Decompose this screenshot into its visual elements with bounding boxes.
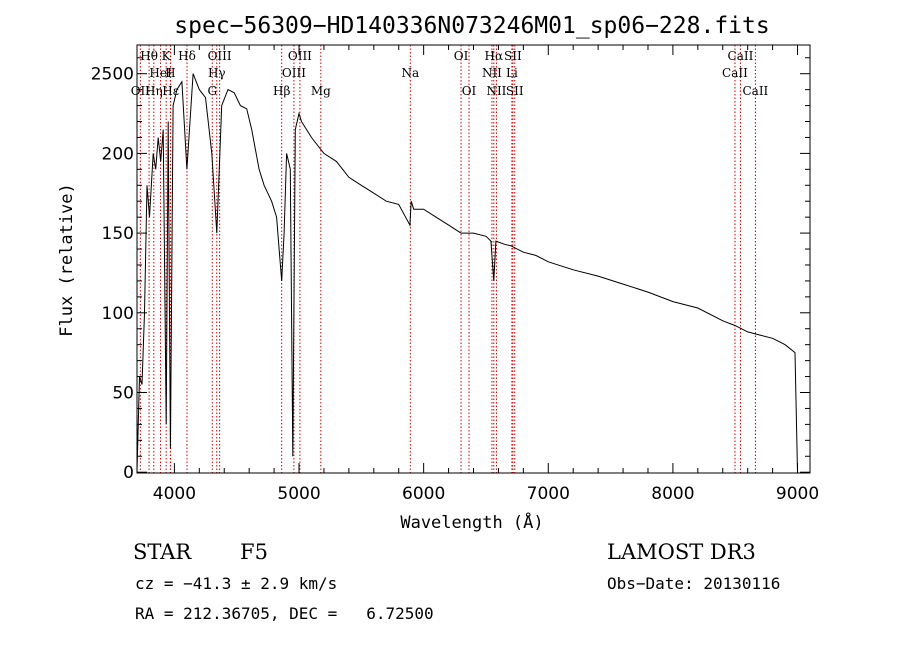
spectral-line-label: SII [504, 49, 522, 63]
x-tick-label: 5000 [277, 484, 320, 504]
survey-name: LAMOST DR3 [607, 540, 756, 564]
x-tick-label: 8000 [651, 484, 694, 504]
x-tick-label: 4000 [153, 484, 196, 504]
spectral-line-label: Hε [162, 84, 179, 98]
spectrum-line [136, 73, 798, 473]
spectral-line-label: Hβ [273, 84, 290, 98]
coordinates-readout: RA = 212.36705, DEC = 6.72500 [135, 604, 434, 623]
spectral-line-label: Hγ [208, 66, 226, 80]
spectral-line-label: CaII [742, 84, 768, 98]
spectral-line-label: HeI [149, 66, 172, 80]
y-axis-ticks: 0 50 100 150 200 2500 [91, 57, 810, 483]
x-tick-label: 9000 [776, 484, 819, 504]
x-axis-label: Wavelength (Å) [400, 511, 543, 533]
x-axis-ticks: 4000 5000 6000 7000 8000 9000 [153, 45, 819, 504]
spectral-line-label: H [165, 66, 175, 80]
y-tick-label: 100 [102, 304, 134, 324]
plot-frame [136, 44, 811, 474]
x-tick-label: 7000 [527, 484, 570, 504]
object-subclass: F5 [240, 540, 268, 564]
spectral-line-label: SII [506, 84, 524, 98]
spectral-line-label: Hα [485, 49, 504, 63]
y-tick-label: 200 [102, 144, 134, 164]
y-tick-label: 150 [102, 224, 134, 244]
spectral-line-label: OIII [282, 66, 306, 80]
spectral-line-label: Hη [145, 84, 163, 98]
x-tick-label: 6000 [402, 484, 445, 504]
spectral-line-label: G [207, 84, 217, 98]
spectral-line-label: Hθ [140, 49, 158, 63]
spectral-line-label: OII [131, 84, 151, 98]
spectral-line-label: Mg [311, 84, 331, 98]
chart-title: spec−56309−HD140336N073246M01_sp06−228.f… [174, 13, 769, 39]
y-axis-label: Flux (relative) [57, 183, 77, 337]
y-tick-label: 50 [112, 384, 134, 404]
spectral-line-labels: Hθ K Hδ OII HeI Hη Hε H OIII Hγ G OIII OIII Hβ Mg Na OI O… [131, 49, 769, 98]
y-tick-label: 0 [123, 463, 134, 483]
spectral-line-label: OIII [208, 49, 232, 63]
spectral-line-label: Li [506, 66, 518, 80]
spectral-line-markers [139, 45, 756, 473]
object-class: STAR [133, 540, 192, 564]
spectral-line-label: Hδ [178, 49, 196, 63]
y-tick-label: 2500 [91, 65, 134, 85]
spectral-line-label: NII [486, 84, 506, 98]
spectral-line-label: OI [454, 49, 469, 63]
observation-date: Obs−Date: 20130116 [607, 574, 781, 593]
spectral-line-label: OIII [288, 49, 312, 63]
spectral-line-label: CaII [728, 49, 754, 63]
spectral-line-label: Na [401, 66, 419, 80]
spectral-line-label: OI [462, 84, 477, 98]
spectral-line-label: NII [482, 66, 502, 80]
redshift-readout: cz = −41.3 ± 2.9 km/s [135, 574, 338, 593]
spectral-line-label: K [162, 49, 172, 63]
spectral-line-label: CaII [722, 66, 748, 80]
